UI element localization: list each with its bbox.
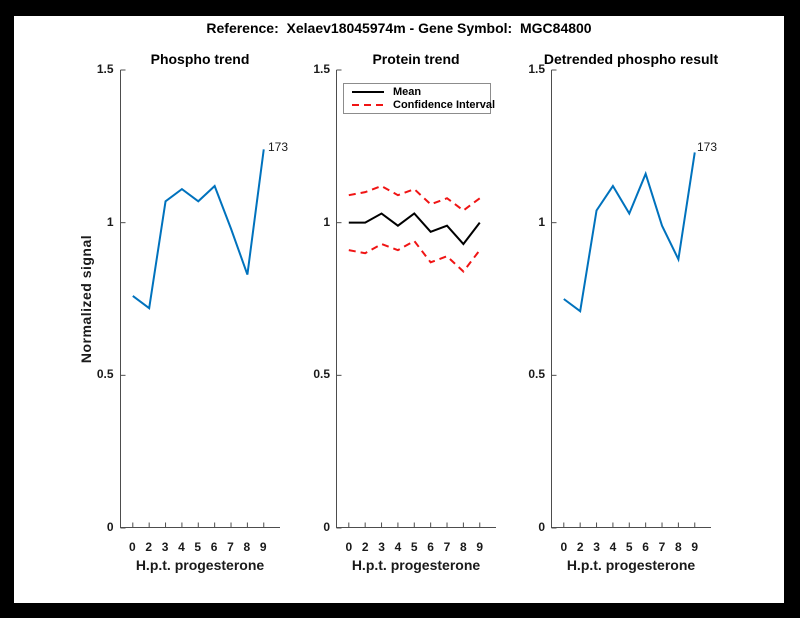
x-tick-label: 4 xyxy=(609,540,617,554)
phospho-trend-plot xyxy=(119,69,280,529)
series-line-confidence-interval-lower xyxy=(348,239,481,274)
series-line-confidence-interval-upper xyxy=(348,184,481,212)
x-tick-label: 7 xyxy=(658,540,666,554)
legend: Mean Confidence Interval xyxy=(343,83,495,114)
x-tick-label: 0 xyxy=(345,540,353,554)
y-tick-label: 1.5 xyxy=(313,62,330,76)
x-tick-label: 9 xyxy=(259,540,267,554)
y-tick-label: 0 xyxy=(106,520,114,534)
x-tick-label: 8 xyxy=(460,540,467,554)
x-tick-label: 3 xyxy=(161,540,169,554)
y-tick-label: 1 xyxy=(106,214,114,229)
x-tick-label: 3 xyxy=(593,540,600,554)
y-tick-label: 1.5 xyxy=(528,62,545,76)
x-tick-label: 4 xyxy=(178,540,185,554)
x-tick-label: 2 xyxy=(145,540,152,554)
legend-entry-confidence-interval: Confidence Interval xyxy=(344,99,495,111)
y-tick-label: 0 xyxy=(538,520,545,534)
figure-title: Reference: Xelaev18045974m - Gene Symbol… xyxy=(206,20,592,36)
y-tick-label: 1.5 xyxy=(96,62,114,76)
series-line-detrended-phospho-signal xyxy=(563,152,696,314)
x-tick-label: 9 xyxy=(691,540,699,554)
x-tick-label: 0 xyxy=(128,540,136,554)
subplot-title-detrended-phospho: Detrended phospho result xyxy=(543,51,719,67)
x-tick-label: 7 xyxy=(443,540,451,554)
x-tick-label: 5 xyxy=(410,540,418,554)
subplot-title-phospho-trend: Phospho trend xyxy=(150,51,250,67)
x-tick-label: 6 xyxy=(427,540,434,554)
legend-entry-mean: Mean xyxy=(344,86,490,98)
x-axis-label-detrended: H.p.t. progesterone xyxy=(566,557,696,573)
x-tick-label: 4 xyxy=(394,540,402,554)
protein-trend-plot xyxy=(336,69,496,529)
y-tick-label: 0.5 xyxy=(313,367,330,382)
detrended-phospho-plot xyxy=(551,69,711,529)
x-tick-label: 2 xyxy=(361,540,369,554)
dashed-line-swatch-icon xyxy=(352,104,384,107)
y-tick-label: 0 xyxy=(323,520,330,534)
x-tick-label: 0 xyxy=(560,540,568,554)
x-tick-label: 2 xyxy=(576,540,584,554)
series-line-mean xyxy=(348,212,481,246)
series-end-label-phospho: 173 xyxy=(268,140,289,154)
x-tick-label: 6 xyxy=(210,540,218,554)
x-axis-label-protein: H.p.t. progesterone xyxy=(351,557,481,573)
y-axis-label: Normalized signal xyxy=(78,234,94,364)
series-end-label-detrended: 173 xyxy=(697,140,718,154)
x-tick-label: 7 xyxy=(227,540,234,554)
x-tick-label: 8 xyxy=(243,540,251,554)
y-tick-label: 1 xyxy=(538,214,545,229)
y-tick-label: 0.5 xyxy=(96,367,114,382)
x-tick-label: 8 xyxy=(675,540,682,554)
y-tick-label: 0.5 xyxy=(528,367,545,382)
y-tick-label: 1 xyxy=(323,214,330,229)
mean-line-swatch-icon xyxy=(352,90,384,93)
subplot-title-protein-trend: Protein trend xyxy=(372,51,460,67)
legend-label-mean: Mean xyxy=(393,85,422,98)
x-tick-label: 5 xyxy=(625,540,633,554)
legend-label-confidence-interval: Confidence Interval xyxy=(393,99,496,112)
x-tick-label: 3 xyxy=(378,540,385,554)
x-tick-label: 6 xyxy=(642,540,649,554)
x-tick-label: 9 xyxy=(476,540,484,554)
series-line-phospho-signal xyxy=(131,149,265,310)
x-tick-label: 5 xyxy=(194,540,202,554)
x-axis-label-phospho: H.p.t. progesterone xyxy=(135,557,265,573)
